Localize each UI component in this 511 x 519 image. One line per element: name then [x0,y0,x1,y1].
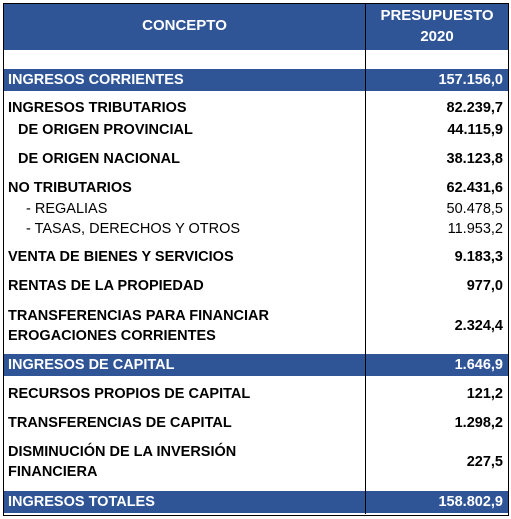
row-label: VENTA DE BIENES Y SERVICIOS [8,249,234,265]
row-value: 977,0 [466,278,503,294]
header-year: 2020 [420,28,454,45]
row-label: RENTAS DE LA PROPIEDAD [8,278,204,294]
row-value: 38.123,8 [446,151,503,167]
header-presupuesto: PRESUPUESTO [380,7,494,24]
row-value: 158.802,9 [438,494,503,510]
row-label: RECURSOS PROPIOS DE CAPITAL [8,386,251,402]
row-label: FINANCIERA [8,464,98,480]
row-label: NO TRIBUTARIOS [8,180,132,196]
table-frame [3,3,509,516]
row-value: 62.431,6 [446,180,503,196]
row-label: TRANSFERENCIAS PARA FINANCIAR [8,308,269,324]
row-label: DE ORIGEN PROVINCIAL [18,122,193,138]
row-value: 227,5 [466,454,503,470]
row-band [4,491,508,513]
row-value: 9.183,3 [454,249,503,265]
row-label: INGRESOS DE CAPITAL [8,357,175,373]
row-label: INGRESOS CORRIENTES [8,72,184,88]
row-label: - REGALIAS [26,201,108,217]
row-value: 82.239,7 [446,100,503,116]
row-value: 157.156,0 [438,72,503,88]
header-band [4,4,508,50]
row-value: 1.298,2 [454,415,503,431]
row-value: 121,2 [466,386,503,402]
row-label: INGRESOS TRIBUTARIOS [8,100,187,116]
row-label: INGRESOS TOTALES [8,494,155,510]
row-label: DE ORIGEN NACIONAL [18,151,180,167]
row-value: 1.646,9 [454,357,503,373]
row-label: TRANSFERENCIAS DE CAPITAL [8,415,232,431]
row-value: 2.324,4 [454,318,503,334]
row-band [4,69,508,91]
row-value: 11.953,2 [447,221,503,237]
row-label: EROGACIONES CORRIENTES [8,328,216,344]
row-band [4,354,508,376]
row-label: - TASAS, DERECHOS Y OTROS [26,221,241,237]
column-divider [365,4,366,514]
row-label: DISMINUCIÓN DE LA INVERSIÓN [8,444,237,460]
header-concepto: CONCEPTO [142,17,227,34]
row-value: 50.478,5 [446,201,503,217]
row-value: 44.115,9 [447,122,503,138]
